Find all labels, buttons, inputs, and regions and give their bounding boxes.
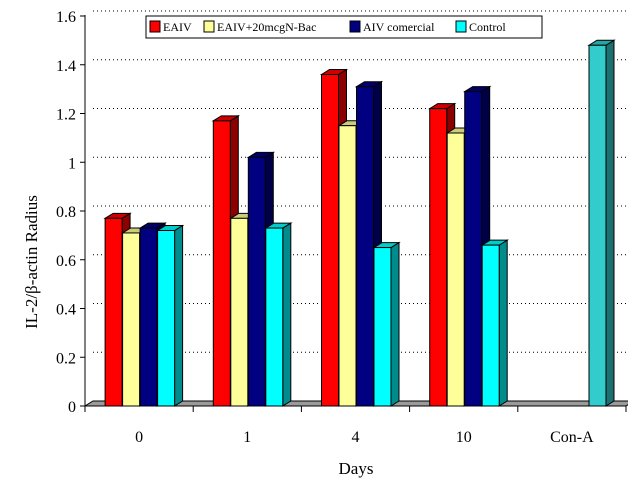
bar bbox=[264, 222, 293, 407]
x-tick-label: 10 bbox=[456, 429, 472, 446]
y-tick-labels: 0 0.2 0.4 0.6 0.8 1 1.2 1.4 1.6 bbox=[56, 9, 76, 416]
legend-swatch bbox=[149, 20, 161, 33]
y-tick-label: 0.8 bbox=[56, 204, 76, 221]
legend-swatch bbox=[349, 20, 361, 33]
bar bbox=[480, 239, 509, 407]
bars bbox=[83, 39, 628, 407]
legend-swatch bbox=[203, 20, 215, 33]
y-tick-label: 0 bbox=[68, 399, 76, 416]
y-tick-label: 1.4 bbox=[56, 58, 76, 75]
y-axis-title: IL-2/β-actin Radius bbox=[22, 195, 41, 329]
x-tick-label: Con-A bbox=[550, 429, 594, 446]
legend-label: EAIV bbox=[163, 20, 192, 34]
bar bbox=[155, 224, 185, 407]
x-tick-label: 1 bbox=[243, 429, 251, 446]
legend-label: EAIV+20mcgN-Bac bbox=[217, 20, 316, 34]
axes bbox=[80, 15, 627, 412]
x-tick-label: 4 bbox=[352, 429, 360, 446]
legend-label: AIV comercial bbox=[363, 20, 435, 34]
bar bbox=[587, 39, 616, 407]
y-tick-label: 1 bbox=[68, 155, 76, 172]
x-axis-title: Days bbox=[339, 459, 374, 478]
legend-label: Control bbox=[469, 20, 506, 34]
x-tick-labels: 0 1 4 10 Con-A bbox=[135, 429, 594, 446]
y-tick-label: 0.2 bbox=[56, 350, 76, 367]
y-tick-label: 0.4 bbox=[56, 302, 76, 319]
legend: EAIV EAIV+20mcgN-Bac AIV comercial Control bbox=[145, 15, 543, 39]
legend-box bbox=[145, 15, 543, 39]
y-tick-label: 1.6 bbox=[56, 9, 76, 26]
legend-swatch bbox=[455, 20, 467, 33]
y-tick-label: 1.2 bbox=[56, 107, 76, 124]
y-tick-label: 0.6 bbox=[56, 253, 76, 270]
bar bbox=[372, 241, 401, 407]
x-tick-label: 0 bbox=[135, 429, 143, 446]
